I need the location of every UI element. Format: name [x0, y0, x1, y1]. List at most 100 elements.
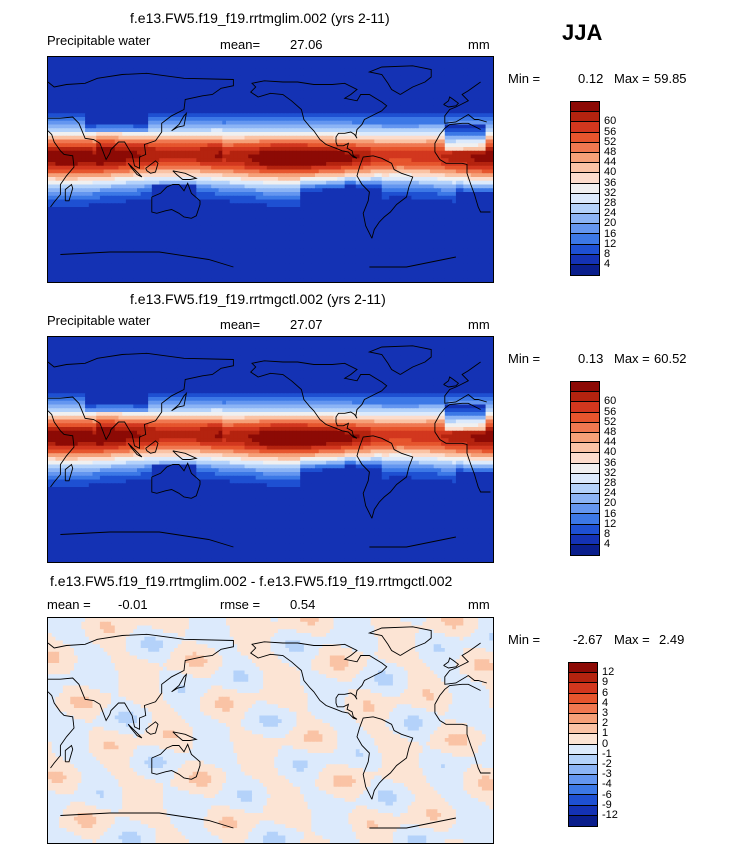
coastline	[48, 352, 487, 450]
variable-label: Precipitable water	[47, 314, 150, 327]
mean-label: mean =	[47, 598, 91, 611]
colorbar-swatch	[569, 703, 597, 714]
colorbar-swatch	[571, 392, 599, 403]
coastline	[171, 672, 188, 693]
colorbar-swatch	[571, 183, 599, 194]
colorbar-swatch	[569, 683, 597, 694]
colorbar-swatch	[569, 815, 597, 826]
colorbar-tick-label: -12	[602, 810, 618, 821]
colorbar-swatch	[569, 754, 597, 765]
colorbar-swatch	[571, 473, 599, 484]
colorbar-swatch	[571, 422, 599, 433]
colorbar-swatch	[571, 545, 599, 556]
colorbar-swatch	[569, 805, 597, 816]
colorbar-swatch	[571, 524, 599, 535]
colorbar-tick-label: 52	[604, 136, 616, 148]
coastline	[60, 812, 456, 829]
min-label: Min =	[508, 352, 540, 365]
colorbar-swatch	[571, 514, 599, 525]
panel-title: f.e13.FW5.f19_f19.rrtmglim.002 (yrs 2-11…	[130, 11, 390, 25]
coastline	[127, 442, 143, 458]
colorbar-swatch	[571, 173, 599, 184]
colorbar-tick-label: 32	[604, 467, 616, 479]
field-cells	[48, 337, 493, 562]
coastline	[60, 531, 456, 548]
coastline	[367, 345, 432, 375]
coastline	[48, 633, 487, 731]
colorbar-tick-label: 1	[602, 728, 608, 739]
colorbar-swatches	[570, 101, 600, 277]
units-label: mm	[468, 38, 490, 51]
max-value: 2.49	[659, 633, 684, 646]
coastline-layer	[48, 345, 491, 548]
colorbar-swatch	[569, 764, 597, 776]
colorbar-swatch	[571, 214, 599, 225]
colorbar-tick-label: -9	[602, 799, 612, 811]
max-value: 59.85	[654, 72, 687, 85]
colorbar-swatch	[571, 443, 599, 454]
coastline	[249, 641, 388, 720]
colorbar-swatch	[571, 534, 599, 545]
colorbar-tick-label: 4	[604, 259, 610, 270]
colorbar-tick-label: 12	[602, 667, 614, 678]
colorbar-swatch	[569, 663, 597, 674]
units-label: mm	[468, 598, 490, 611]
colorbar-swatch	[569, 734, 597, 745]
colorbar-swatch	[571, 203, 599, 215]
coastline	[48, 72, 487, 170]
colorbar-swatch	[571, 453, 599, 464]
coastline	[171, 391, 188, 412]
coastline	[151, 462, 201, 499]
coastline	[48, 402, 491, 493]
colorbar-swatch	[571, 432, 599, 444]
difference-field	[48, 618, 493, 843]
colorbar-swatch	[571, 494, 599, 505]
coastline	[151, 182, 201, 219]
precipitable-water-field	[48, 337, 493, 562]
coastline	[367, 626, 432, 656]
panel-title: f.e13.FW5.f19_f19.rrtmglim.002 - f.e13.F…	[50, 574, 452, 588]
colorbar-tick-label: -1	[602, 748, 612, 760]
colorbar-swatches	[568, 662, 598, 827]
colorbar-swatch	[569, 744, 597, 755]
colorbar-swatch	[571, 122, 599, 133]
coastline	[64, 463, 74, 482]
field-cells	[48, 618, 493, 843]
coastline	[172, 170, 198, 180]
colorbar-swatch	[571, 463, 599, 474]
colorbar-tick-label: 6	[602, 687, 608, 699]
colorbar-swatch	[569, 713, 597, 725]
colorbar-swatch	[571, 234, 599, 245]
coastline-layer	[48, 65, 491, 268]
colorbar-tick-label: -2	[602, 759, 612, 770]
coastline	[356, 716, 414, 800]
colorbar-tick-label: 28	[604, 197, 616, 209]
colorbar-swatch	[569, 785, 597, 796]
colorbar-swatch	[569, 673, 597, 684]
colorbar-tick-label: 20	[604, 218, 616, 229]
colorbar-tick-label: 9	[602, 677, 608, 688]
colorbar-swatch	[571, 265, 599, 276]
colorbar-swatch	[571, 254, 599, 265]
colorbar-swatch	[571, 224, 599, 235]
min-value: -2.67	[573, 633, 603, 646]
colorbar-tick-label: 56	[604, 126, 616, 138]
min-value: 0.12	[578, 72, 603, 85]
colorbar-tick-label: 4	[604, 539, 610, 550]
colorbar-swatch	[571, 483, 599, 495]
min-label: Min =	[508, 72, 540, 85]
coastline	[171, 111, 188, 132]
colorbar-swatch	[571, 163, 599, 174]
colorbar-tick-label: 44	[604, 157, 616, 168]
coastline	[172, 450, 198, 460]
coastline	[60, 251, 456, 268]
coastline	[145, 160, 159, 174]
coastline	[127, 162, 143, 178]
map-plot	[47, 336, 494, 563]
colorbar-tick-label: 60	[604, 396, 616, 407]
colorbar-swatch	[571, 382, 599, 393]
max-label: Max =	[614, 72, 650, 85]
max-label: Max =	[614, 633, 650, 646]
colorbar-swatch	[571, 142, 599, 153]
coastline	[151, 743, 201, 780]
